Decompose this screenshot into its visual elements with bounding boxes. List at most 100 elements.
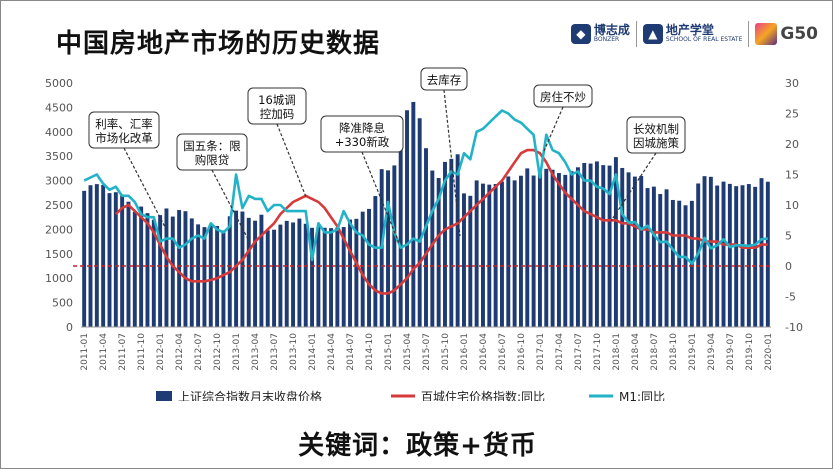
- bar: [443, 161, 447, 327]
- x-axis-tick-label: 2017-01: [536, 333, 546, 371]
- logo-divider-2: [748, 21, 750, 47]
- annotation-text: 利率、汇率: [95, 117, 153, 131]
- bar: [632, 176, 637, 327]
- bar: [645, 188, 650, 327]
- bar: [702, 176, 707, 327]
- bar: [335, 227, 340, 327]
- x-axis-tick-label: 2015-10: [441, 333, 451, 371]
- x-axis-tick-label: 2019-07: [726, 333, 736, 371]
- bar: [398, 144, 403, 327]
- x-axis-tick-label: 2015-07: [422, 333, 432, 371]
- bar: [158, 215, 163, 327]
- bar: [462, 193, 466, 327]
- annotation-text: +330新政: [335, 135, 390, 149]
- bar: [740, 185, 745, 327]
- x-axis-tick-label: 2017-04: [555, 333, 565, 371]
- x-axis-tick-label: 2016-04: [479, 333, 489, 371]
- x-axis-tick-label: 2013-07: [270, 333, 280, 371]
- annotation-pointer: [123, 147, 167, 230]
- annotation-text: 降准降息: [339, 121, 385, 135]
- x-axis-tick-label: 2018-07: [650, 333, 660, 371]
- bar: [411, 101, 416, 327]
- left-axis-tick-label: 3000: [45, 175, 73, 188]
- bar: [575, 167, 580, 327]
- bar: [367, 208, 371, 327]
- x-axis-tick-label: 2013-04: [251, 333, 261, 371]
- chart: 5000450040003500300025002000150010005000…: [45, 67, 803, 401]
- bar: [265, 230, 270, 327]
- bar: [544, 168, 549, 327]
- x-axis-tick-label: 2011-01: [80, 333, 90, 371]
- bar: [322, 227, 327, 327]
- x-axis-tick-label: 2014-07: [346, 333, 356, 371]
- bar: [82, 190, 87, 327]
- page-title: 中国房地产市场的历史数据: [56, 29, 381, 59]
- bar: [613, 157, 618, 327]
- school-logo: ▲ 地产学堂 SCHOOL OF REAL ESTATE: [642, 24, 743, 44]
- annotation-text: 房住不炒: [540, 90, 586, 104]
- bar: [537, 172, 542, 327]
- bar: [556, 173, 561, 327]
- bar: [145, 213, 150, 327]
- bar: [278, 224, 283, 327]
- left-axis-tick-label: 4000: [45, 126, 73, 139]
- bonzer-logo-icon: ◆: [570, 24, 591, 44]
- x-axis-tick-label: 2014-10: [365, 333, 375, 371]
- annotation-box: [320, 115, 404, 153]
- bar: [727, 183, 732, 327]
- bar: [151, 219, 156, 327]
- right-axis-tick-label: -10: [785, 321, 803, 334]
- bar: [588, 163, 593, 327]
- x-axis-tick-label: 2016-10: [517, 333, 527, 371]
- bar: [765, 181, 770, 327]
- bar: [386, 170, 390, 327]
- right-axis-tick-label: 30: [785, 77, 799, 90]
- x-axis-tick-label: 2016-01: [460, 333, 470, 371]
- x-axis-tick-label: 2012-10: [213, 333, 223, 371]
- annotation-box: [533, 84, 593, 108]
- bar: [550, 169, 555, 327]
- annotation-pointer: [211, 169, 249, 240]
- bar: [341, 227, 346, 327]
- annotation-box: [176, 133, 248, 171]
- right-axis-tick-label: 20: [785, 138, 799, 151]
- bar: [449, 158, 454, 327]
- bar: [246, 217, 251, 327]
- bar: [196, 224, 201, 327]
- left-axis-tick-label: 1500: [45, 248, 73, 261]
- m1-yoy-line: [83, 109, 768, 265]
- x-axis-tick-label: 2012-01: [156, 333, 166, 371]
- annotation-pointer: [276, 123, 307, 198]
- x-axis-tick-label: 2017-07: [574, 333, 584, 371]
- x-axis-tick-label: 2019-01: [688, 333, 698, 371]
- bar: [164, 208, 169, 327]
- school-logo-sub: SCHOOL OF REAL ESTATE: [665, 36, 743, 43]
- annotation-box: [88, 111, 160, 149]
- bar: [734, 186, 739, 327]
- x-axis-tick-label: 2011-04: [99, 333, 109, 371]
- bar: [620, 167, 625, 327]
- x-axis-tick-label: 2020-01: [764, 333, 774, 371]
- bar: [348, 219, 352, 327]
- left-axis-tick-label: 5000: [45, 77, 73, 90]
- bar: [316, 226, 321, 327]
- x-axis-tick-label: 2014-04: [327, 333, 337, 371]
- bar: [455, 154, 460, 327]
- bar: [677, 200, 682, 327]
- bar: [500, 181, 504, 327]
- bar: [284, 220, 289, 327]
- keywords-caption: 关键词：政策+货币: [298, 431, 537, 461]
- bar: [177, 210, 182, 327]
- x-axis-tick-label: 2015-01: [384, 333, 394, 371]
- bonzer-logo-sub: BONZER: [593, 36, 620, 43]
- x-axis-tick-label: 2017-10: [593, 333, 603, 371]
- x-axis-tick-label: 2016-07: [498, 333, 508, 371]
- bar: [753, 186, 758, 327]
- x-axis-tick-label: 2013-10: [289, 333, 299, 371]
- bar: [253, 220, 258, 327]
- annotation-text: 国五条：限: [183, 139, 241, 153]
- bar: [487, 184, 492, 327]
- bar: [512, 180, 517, 327]
- bar: [708, 176, 713, 327]
- bar: [329, 228, 334, 327]
